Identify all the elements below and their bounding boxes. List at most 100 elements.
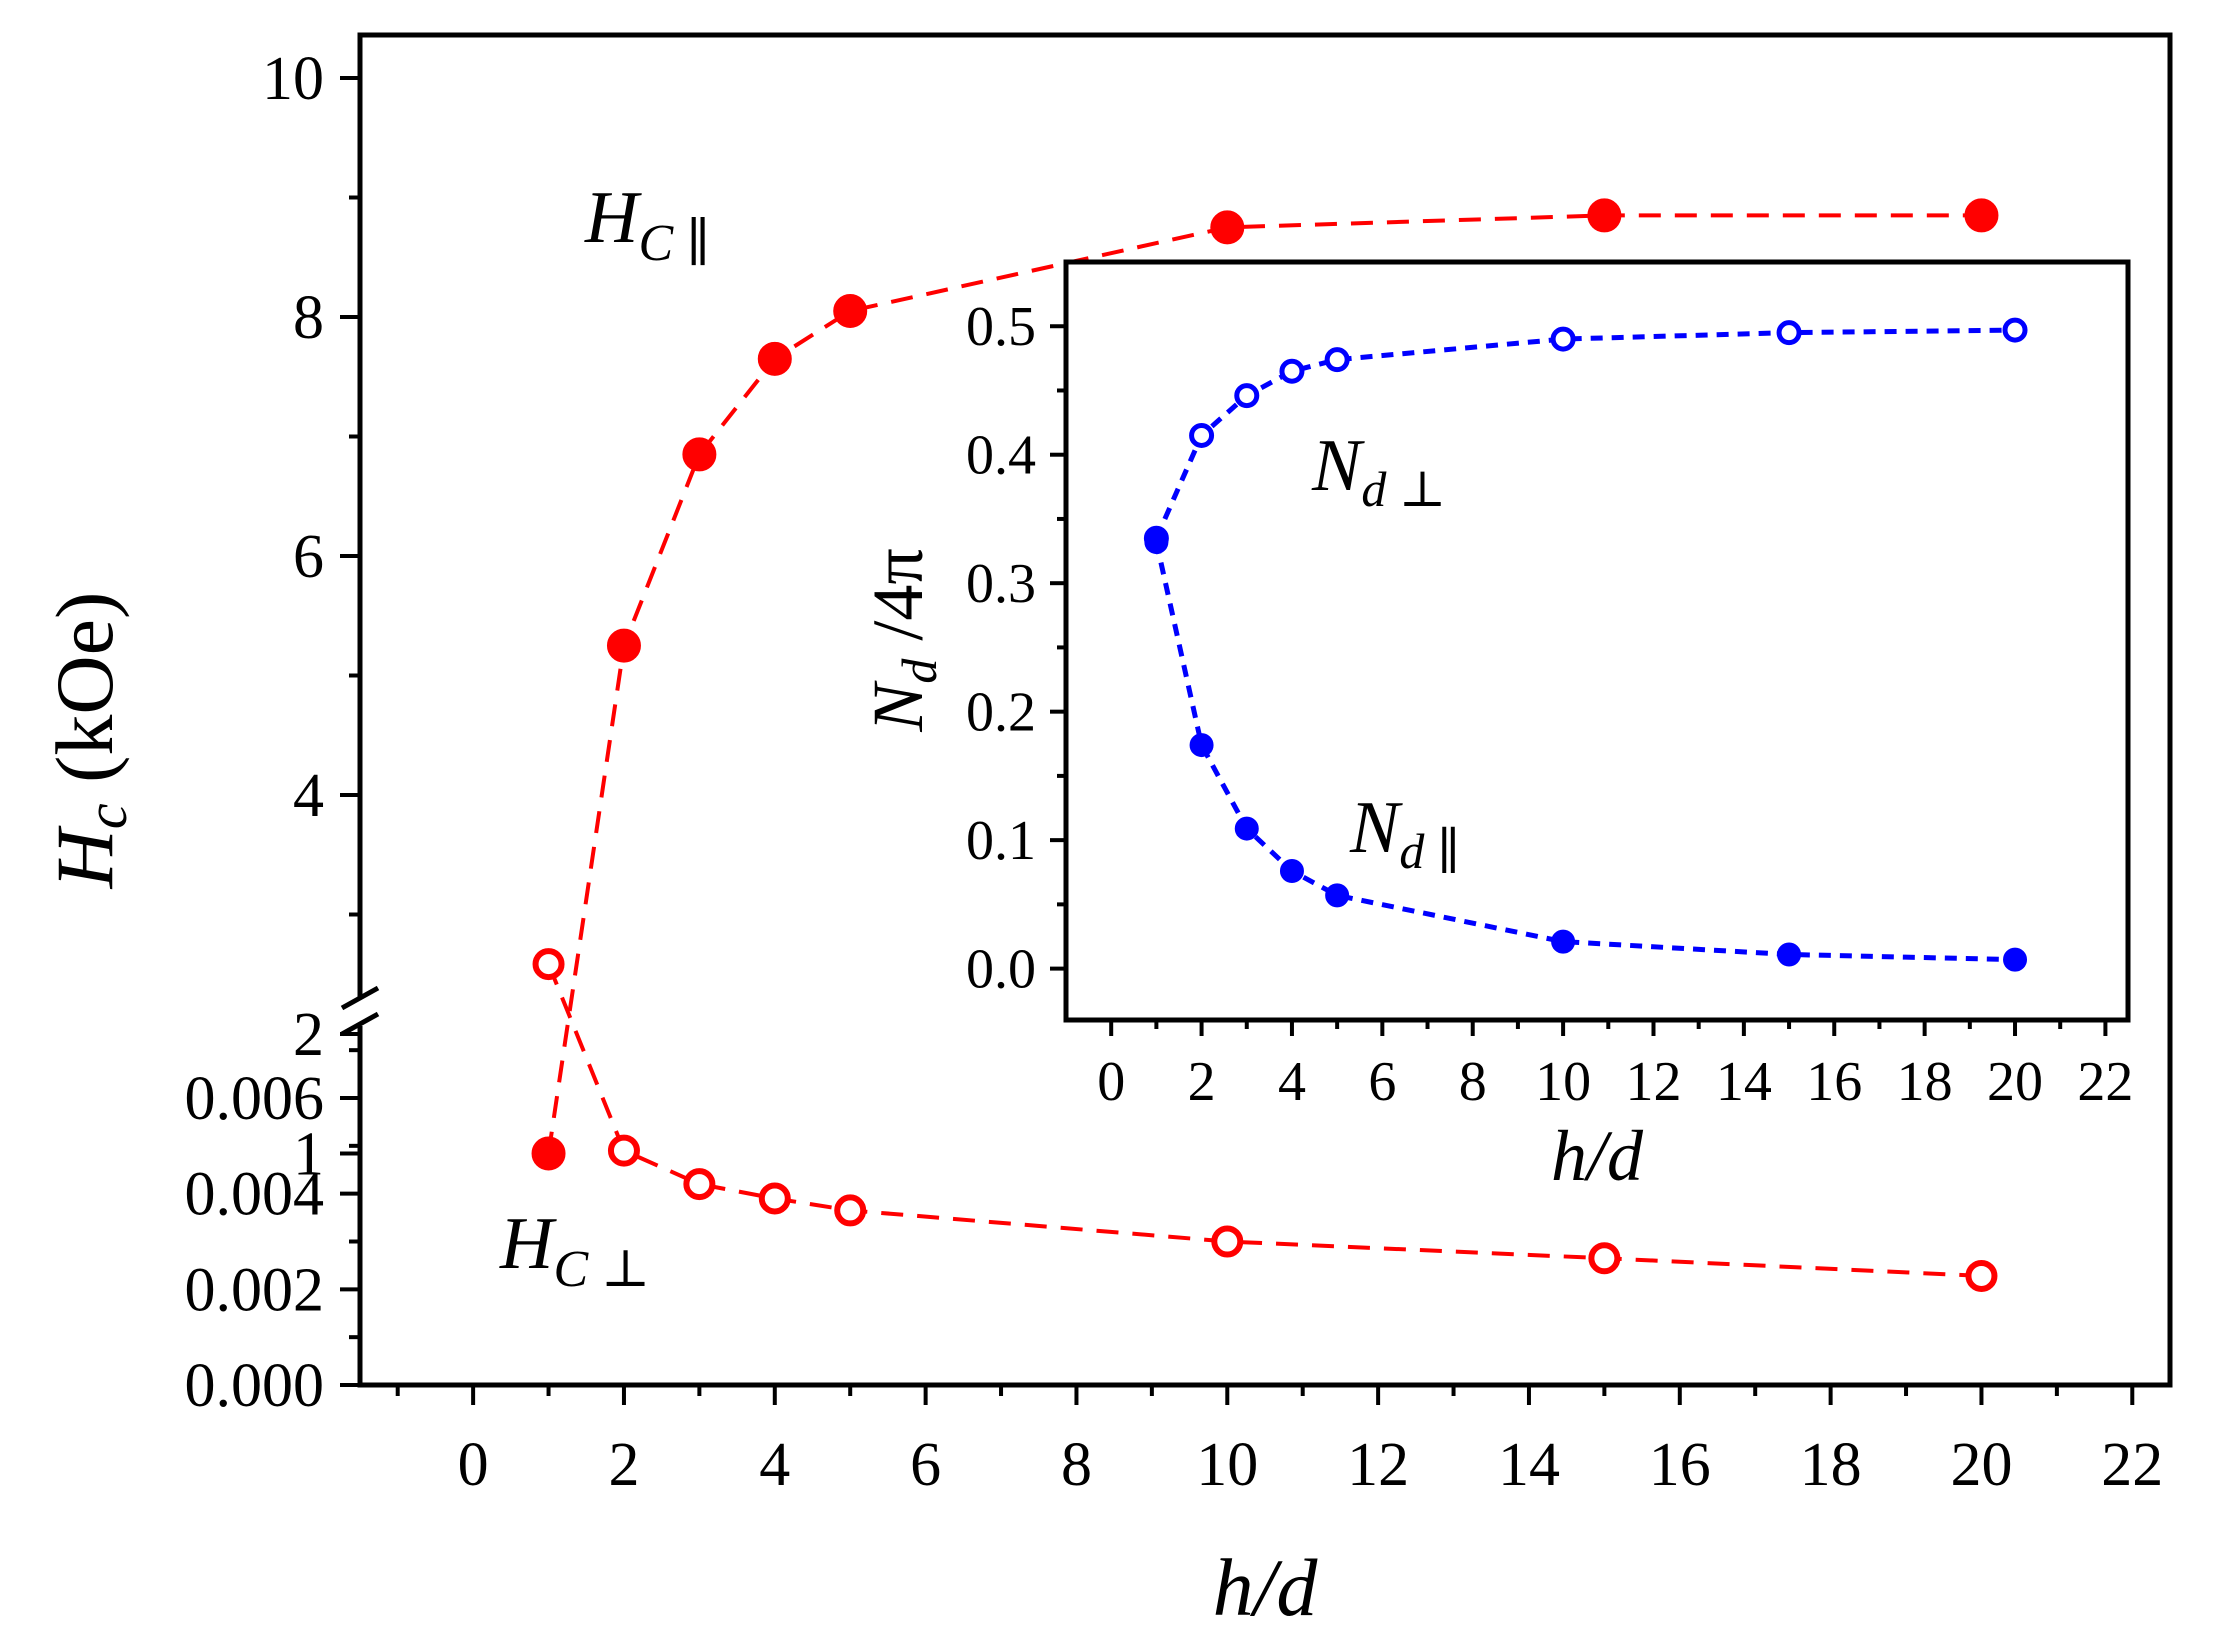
series-label-hc-perp-symbol: H	[499, 1203, 557, 1285]
inset-series-0-point	[1234, 383, 1260, 409]
inset-y-tick-label: 0.4	[966, 425, 1036, 487]
main-series-line-1	[546, 963, 1982, 1278]
main-lower-y-tick-label: 0.006	[185, 1065, 325, 1133]
main-series-0-point	[757, 341, 792, 376]
inset-y-tick-label: 0.1	[966, 810, 1036, 872]
series-label-hc-perp-subscript: C ⊥	[553, 1241, 650, 1298]
main-x-tick-label: 14	[1498, 1431, 1560, 1499]
series-label-nd-parallel-symbol: N	[1349, 787, 1403, 869]
inset-x-tick-label: 20	[1987, 1051, 2043, 1113]
inset-y-axis-title-subscript: d	[891, 658, 947, 684]
inset-x-tick-label: 4	[1278, 1051, 1306, 1113]
series-label-hc-perp: HC ⊥	[499, 1203, 650, 1298]
axis-break-slash-bottom	[340, 1011, 380, 1037]
main-series-0-point	[1964, 198, 1999, 233]
main-series-1-point	[758, 1182, 791, 1215]
main-series-1-point	[607, 1134, 640, 1167]
inset-series-1-point	[2003, 947, 2028, 972]
inset-x-tick-label: 2	[1188, 1051, 1216, 1113]
inset-y-tick-label: 0.2	[966, 682, 1036, 744]
inset-series-0-point	[1279, 358, 1305, 384]
inset-series-1-point	[1144, 530, 1169, 555]
main-upper-y-tick-label: 8	[293, 284, 324, 352]
series-label-nd-parallel-subscript: d ∥	[1399, 823, 1460, 879]
main-series-1-point	[532, 948, 565, 981]
main-x-tick-label: 0	[458, 1431, 489, 1499]
inset-x-axis-title: h/d	[1551, 1116, 1644, 1196]
main-lower-y-tick-label: 0.002	[185, 1256, 325, 1324]
inset-x-tick-label: 0	[1097, 1051, 1125, 1113]
main-y-axis-title-subscript: c	[74, 803, 139, 829]
axis-break-slash-top	[340, 985, 380, 1011]
main-upper-y-tick-label: 6	[293, 523, 324, 591]
inset-x-tick-label: 22	[2077, 1051, 2133, 1113]
main-x-tick-label: 22	[2101, 1431, 2163, 1499]
main-lower-y-tick-label: 0.004	[185, 1161, 325, 1229]
main-x-tick-label: 2	[608, 1431, 639, 1499]
series-label-nd-perp: Nd ⊥	[1311, 425, 1446, 517]
main-x-tick-label: 10	[1196, 1431, 1258, 1499]
inset-x-tick-label: 16	[1806, 1051, 1862, 1113]
main-y-axis-title: Hc (kOe)	[39, 592, 139, 890]
inset-y-axis-title-symbol: N	[858, 680, 938, 733]
inset-y-tick-label: 0.0	[966, 939, 1036, 1001]
series-label-nd-parallel: Nd ∥	[1349, 787, 1460, 879]
inset-y-axis-title: Nd /4π	[858, 548, 947, 732]
main-series-0-point	[1210, 210, 1245, 245]
main-series-0-point	[1587, 198, 1622, 233]
main-series-0-point	[606, 628, 641, 663]
main-x-tick-label: 18	[1800, 1431, 1862, 1499]
inset-x-tick-label: 12	[1625, 1051, 1681, 1113]
inset-y-tick-label: 0.5	[966, 296, 1036, 358]
series-label-nd-perp-symbol: N	[1311, 425, 1365, 507]
inset-series-1-point	[1234, 816, 1259, 841]
main-upper-y-tick-label: 10	[262, 45, 324, 113]
main-series-0-point	[682, 437, 717, 472]
main-series-0-point	[531, 1136, 566, 1171]
inset-x-tick-label: 8	[1459, 1051, 1487, 1113]
inset-series-0-point	[1550, 326, 1576, 352]
inset-x-tick-label: 6	[1368, 1051, 1396, 1113]
main-x-tick-label: 4	[759, 1431, 790, 1499]
main-series-1-point	[1211, 1225, 1244, 1258]
main-series-0-point	[833, 294, 868, 329]
inset-y-tick-label: 0.3	[966, 553, 1036, 615]
main-x-axis-title: h/d	[1213, 1542, 1319, 1633]
main-plot-frame	[357, 32, 2173, 1388]
inset-series-1-point	[1325, 883, 1350, 908]
inset-series-0-point	[1189, 422, 1215, 448]
inset-plot-frame	[1063, 259, 2131, 1023]
main-x-tick-label: 8	[1061, 1431, 1092, 1499]
main-series-1-point	[834, 1194, 867, 1227]
inset-x-tick-label: 18	[1897, 1051, 1953, 1113]
inset-x-tick-label: 14	[1716, 1051, 1772, 1113]
main-upper-y-tick-label: 1	[293, 1121, 324, 1189]
inset-x-tick-label: 10	[1535, 1051, 1591, 1113]
inset-series-1-point	[1551, 929, 1576, 954]
main-series-1-point	[1965, 1259, 1998, 1292]
main-y-axis-title-unit: (kOe)	[39, 592, 130, 804]
inset-series-0-point	[1776, 320, 1802, 346]
inset-series-1-point	[1777, 942, 1802, 967]
main-x-tick-label: 6	[910, 1431, 941, 1499]
main-x-tick-label: 16	[1649, 1431, 1711, 1499]
main-series-1-point	[1588, 1242, 1621, 1275]
series-label-hc-parallel-symbol: H	[584, 177, 642, 259]
series-label-hc-parallel-subscript: C ∥	[638, 215, 710, 272]
main-upper-y-tick-label: 4	[293, 762, 324, 830]
inset-series-1-point	[1189, 733, 1214, 758]
main-lower-y-tick-label: 0.000	[185, 1352, 325, 1420]
inset-y-axis-title-rest: /4π	[858, 548, 938, 658]
main-upper-y-tick-label: 2	[293, 1001, 324, 1069]
inset-series-0-point	[1324, 347, 1350, 373]
series-label-nd-perp-subscript: d ⊥	[1361, 461, 1446, 517]
series-label-hc-parallel: HC ∥	[584, 177, 710, 272]
inset-series-1-point	[1279, 858, 1304, 883]
main-x-tick-label: 12	[1347, 1431, 1409, 1499]
main-series-line-0	[546, 213, 1982, 1154]
inset-series-0-point	[2002, 317, 2028, 343]
main-x-tick-label: 20	[1950, 1431, 2012, 1499]
main-series-1-point	[683, 1168, 716, 1201]
main-y-axis-title-symbol: H	[39, 825, 130, 889]
